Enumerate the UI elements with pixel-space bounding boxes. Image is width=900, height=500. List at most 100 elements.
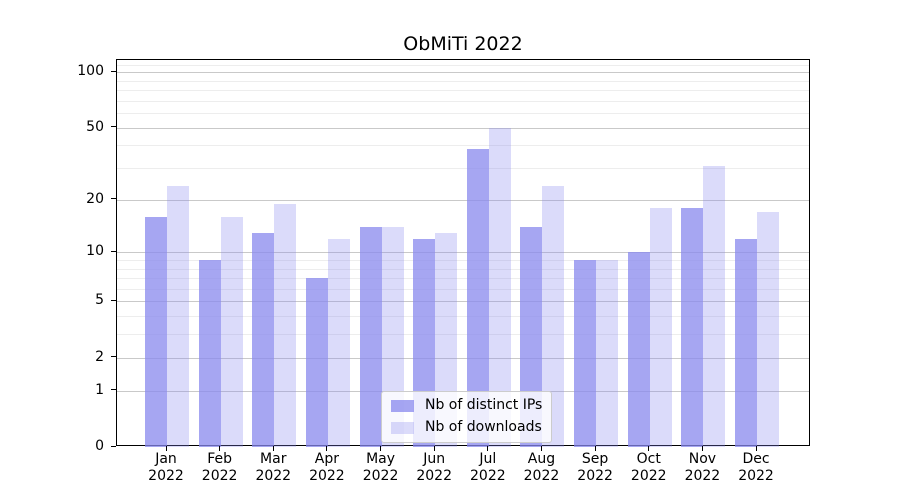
x-tick-apr bbox=[326, 446, 328, 451]
x-tick-sep bbox=[594, 446, 596, 451]
bar-apr-distinct-ips bbox=[305, 278, 328, 447]
bar-mar-downloads bbox=[274, 203, 297, 447]
minor-gridline-40 bbox=[117, 145, 809, 147]
x-tick-year: 2022 bbox=[684, 468, 721, 484]
minor-gridline-110 bbox=[117, 64, 809, 66]
bar-feb-distinct-ips bbox=[198, 260, 221, 447]
y-tick-10 bbox=[111, 250, 116, 252]
x-tick-oct bbox=[648, 446, 650, 451]
legend-swatch-distinct-ips bbox=[391, 399, 414, 412]
y-tick-label-50: 50 bbox=[86, 118, 104, 135]
x-tick-may bbox=[380, 446, 382, 451]
x-tick-nov bbox=[701, 446, 703, 451]
plot-area: Nb of distinct IPs Nb of downloads bbox=[116, 59, 810, 447]
y-tick-label-20: 20 bbox=[86, 190, 104, 207]
x-tick-label-feb: Feb 2022 bbox=[188, 451, 252, 485]
x-tick-month: Apr bbox=[314, 451, 340, 467]
major-gridline-100 bbox=[117, 72, 809, 74]
x-tick-dec bbox=[755, 446, 757, 451]
legend-item-downloads: Nb of downloads bbox=[391, 419, 542, 436]
x-tick-year: 2022 bbox=[523, 468, 560, 484]
minor-gridline-70 bbox=[117, 100, 809, 102]
x-tick-aug bbox=[540, 446, 542, 451]
x-tick-label-sep: Sep 2022 bbox=[563, 451, 627, 485]
x-tick-label-jan: Jan 2022 bbox=[134, 451, 198, 485]
bar-oct-distinct-ips bbox=[627, 252, 650, 447]
y-tick-label-5: 5 bbox=[95, 292, 104, 309]
bar-dec-distinct-ips bbox=[735, 238, 758, 447]
x-tick-label-nov: Nov 2022 bbox=[670, 451, 734, 485]
x-tick-year: 2022 bbox=[309, 468, 345, 484]
bar-jul-distinct-ips bbox=[466, 149, 489, 447]
y-tick-label-1: 1 bbox=[95, 381, 104, 398]
bar-aug-downloads bbox=[542, 185, 565, 447]
y-tick-5 bbox=[111, 299, 116, 301]
major-gridline-50 bbox=[117, 127, 809, 129]
bar-mar-distinct-ips bbox=[252, 232, 275, 447]
bar-nov-distinct-ips bbox=[681, 207, 704, 447]
y-tick-label-10: 10 bbox=[86, 243, 104, 260]
bar-sep-downloads bbox=[596, 260, 619, 447]
x-tick-label-jun: Jun 2022 bbox=[402, 451, 466, 485]
y-tick-0 bbox=[111, 445, 116, 447]
x-tick-year: 2022 bbox=[738, 468, 774, 484]
x-tick-label-apr: Apr 2022 bbox=[295, 451, 359, 485]
bar-sep-distinct-ips bbox=[574, 260, 597, 447]
bar-jan-downloads bbox=[167, 185, 189, 447]
x-tick-month: Oct bbox=[636, 451, 661, 467]
bar-apr-downloads bbox=[327, 238, 350, 447]
x-tick-month: Jun bbox=[423, 451, 446, 467]
x-tick-year: 2022 bbox=[148, 468, 184, 484]
y-tick-label-0: 0 bbox=[95, 438, 104, 454]
x-tick-month: Sep bbox=[581, 451, 609, 467]
y-tick-20 bbox=[111, 198, 116, 200]
x-tick-year: 2022 bbox=[201, 468, 238, 484]
y-tick-1 bbox=[111, 389, 116, 391]
chart-title: ObMiTi 2022 bbox=[403, 33, 523, 55]
bar-dec-downloads bbox=[757, 212, 780, 447]
y-tick-100 bbox=[111, 70, 116, 72]
bar-oct-downloads bbox=[649, 207, 672, 447]
x-tick-mar bbox=[272, 446, 274, 451]
x-tick-label-oct: Oct 2022 bbox=[617, 451, 681, 485]
legend: Nb of distinct IPs Nb of downloads bbox=[381, 391, 553, 443]
legend-label-distinct-ips: Nb of distinct IPs bbox=[425, 397, 543, 413]
x-tick-label-may: May 2022 bbox=[349, 451, 413, 485]
x-tick-month: Jan bbox=[155, 451, 177, 467]
x-tick-year: 2022 bbox=[416, 468, 452, 484]
bar-jan-distinct-ips bbox=[145, 216, 167, 447]
y-tick-label-2: 2 bbox=[95, 348, 104, 365]
legend-item-distinct-ips: Nb of distinct IPs bbox=[391, 397, 542, 414]
x-tick-jul bbox=[487, 446, 489, 451]
x-tick-label-mar: Mar 2022 bbox=[241, 451, 305, 485]
x-tick-month: Mar bbox=[260, 451, 287, 467]
bar-nov-downloads bbox=[703, 165, 726, 447]
x-tick-month: Jul bbox=[479, 451, 497, 467]
x-tick-month: Aug bbox=[527, 451, 556, 467]
x-tick-label-jul: Jul 2022 bbox=[456, 451, 520, 485]
x-tick-year: 2022 bbox=[577, 468, 613, 484]
x-tick-month: Dec bbox=[742, 451, 770, 467]
x-tick-month: Nov bbox=[688, 451, 717, 467]
x-tick-year: 2022 bbox=[362, 468, 399, 484]
minor-gridline-60 bbox=[117, 113, 809, 115]
minor-gridline-80 bbox=[117, 90, 809, 92]
y-tick-2 bbox=[111, 356, 116, 358]
x-tick-jan bbox=[165, 446, 167, 451]
x-tick-label-dec: Dec 2022 bbox=[724, 451, 788, 485]
x-tick-month: Feb bbox=[207, 451, 233, 467]
x-tick-month: May bbox=[366, 451, 396, 467]
x-tick-jun bbox=[433, 446, 435, 451]
bar-jul-downloads bbox=[488, 127, 511, 447]
x-tick-year: 2022 bbox=[630, 468, 667, 484]
x-tick-feb bbox=[219, 446, 221, 451]
y-tick-50 bbox=[111, 126, 116, 128]
minor-gridline-90 bbox=[117, 80, 809, 82]
x-tick-label-aug: Aug 2022 bbox=[509, 451, 573, 485]
y-tick-label-100: 100 bbox=[77, 63, 104, 80]
legend-swatch-downloads bbox=[391, 421, 414, 434]
legend-label-downloads: Nb of downloads bbox=[425, 419, 542, 435]
x-tick-year: 2022 bbox=[470, 468, 506, 484]
x-tick-year: 2022 bbox=[255, 468, 292, 484]
